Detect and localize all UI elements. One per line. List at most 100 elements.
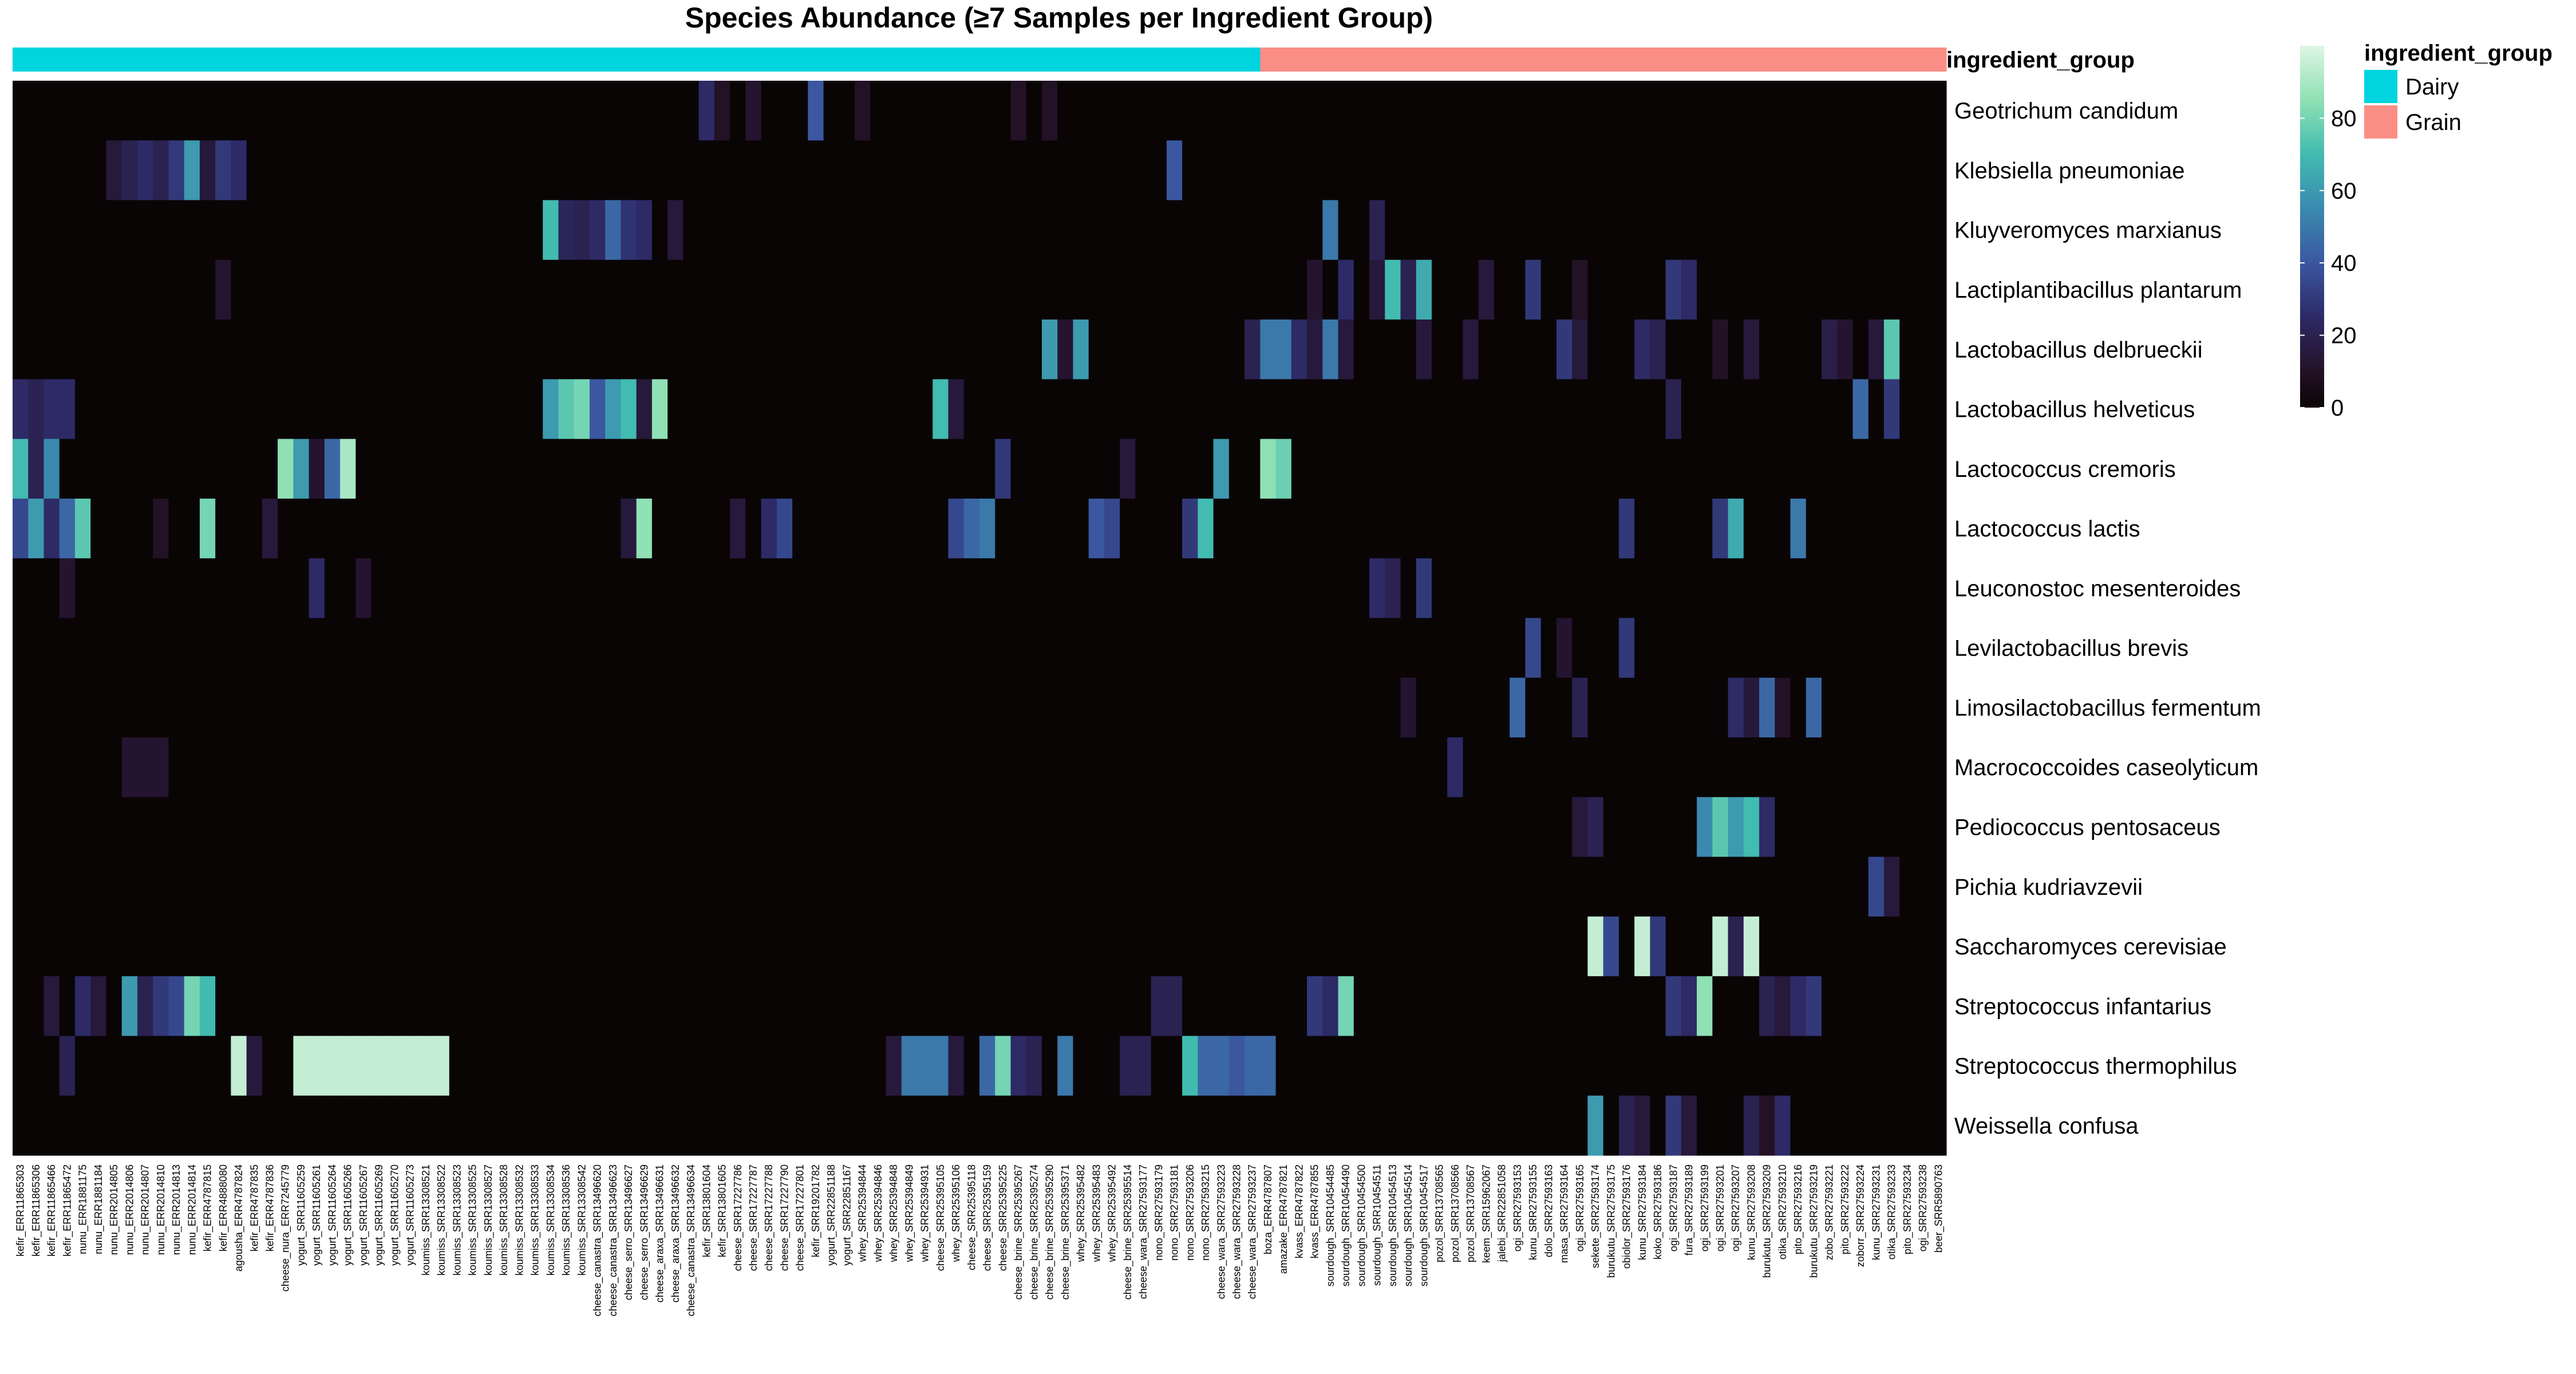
heatmap-cell [1228, 379, 1245, 440]
heatmap-cell [1275, 737, 1292, 797]
heatmap-cell [1775, 498, 1791, 559]
heatmap-cell [59, 319, 76, 380]
heatmap-cell [1743, 677, 1760, 738]
heatmap-cell [480, 1036, 497, 1096]
heatmap-cell [1432, 856, 1448, 917]
heatmap-cell [1151, 140, 1167, 201]
heatmap-cell [1307, 916, 1323, 977]
heatmap-cell [683, 439, 700, 499]
group-legend-swatch [2364, 70, 2397, 103]
annotation-cell [1182, 48, 1198, 72]
heatmap-cell [1852, 81, 1869, 141]
heatmap-cell [1041, 259, 1058, 320]
heatmap-cell [1151, 200, 1167, 260]
heatmap-cell [730, 81, 746, 141]
heatmap-cell [1899, 319, 1916, 380]
heatmap-cell [511, 1095, 528, 1156]
heatmap-cell [1618, 677, 1635, 738]
row-label: Lactobacillus helveticus [1954, 397, 2195, 423]
heatmap-cell [1665, 439, 1682, 499]
heatmap-cell [1432, 439, 1448, 499]
heatmap-cell [1463, 856, 1479, 917]
heatmap-cell [1198, 856, 1214, 917]
heatmap-cell [636, 558, 653, 619]
heatmap-cell [1665, 1095, 1682, 1156]
heatmap-cell [402, 319, 418, 380]
heatmap-cell [231, 81, 247, 141]
heatmap-cell [870, 259, 887, 320]
heatmap-cell [1307, 259, 1323, 320]
column-label: kvass_ERR4787822 [1293, 1164, 1305, 1258]
column-label: cheese_SRR25395159 [982, 1164, 994, 1271]
annotation-cell [1540, 48, 1557, 72]
heatmap-cell [963, 916, 980, 977]
heatmap-cell [886, 916, 902, 977]
heatmap-cell [1338, 379, 1354, 440]
heatmap-cell [246, 259, 263, 320]
heatmap-cell [730, 976, 746, 1037]
heatmap-cell [418, 618, 434, 678]
column-label: cheese_canastra_SRR13496623 [607, 1164, 619, 1316]
heatmap-cell [1151, 916, 1167, 977]
heatmap-cell [933, 81, 949, 141]
heatmap-cell [74, 200, 91, 260]
heatmap-cell [698, 439, 715, 499]
heatmap-cell [1837, 200, 1854, 260]
heatmap-cell [1603, 856, 1619, 917]
heatmap-cell [1198, 1036, 1214, 1096]
heatmap-cell [90, 797, 107, 858]
annotation-cell [121, 48, 138, 72]
heatmap-cell [917, 737, 933, 797]
heatmap-cell [1728, 856, 1744, 917]
heatmap-cell [153, 439, 169, 499]
column-label: amazake_ERR4787821 [1278, 1164, 1290, 1274]
heatmap-cell [293, 856, 310, 917]
group-legend-title: ingredient_group [2364, 41, 2553, 66]
heatmap-cell [309, 439, 325, 499]
heatmap-cell [979, 1095, 995, 1156]
heatmap-cell [106, 677, 123, 738]
heatmap-cell [231, 1036, 247, 1096]
heatmap-cell [355, 81, 372, 141]
heatmap-cell [1618, 498, 1635, 559]
heatmap-cell [1930, 319, 1947, 380]
heatmap-cell [839, 498, 855, 559]
heatmap-cell [1805, 916, 1822, 977]
heatmap-cell [527, 81, 543, 141]
heatmap-cell [1915, 140, 1931, 201]
heatmap-cell [1618, 976, 1635, 1037]
heatmap-cell [1822, 737, 1838, 797]
heatmap-cell [792, 319, 808, 380]
heatmap-cell [917, 1036, 933, 1096]
heatmap-cell [1291, 737, 1307, 797]
heatmap-cell [1728, 259, 1744, 320]
heatmap-cell [153, 1036, 169, 1096]
heatmap-cell [1447, 140, 1464, 201]
row-label: Limosilactobacillus fermentum [1954, 696, 2261, 721]
annotation-cell [667, 48, 684, 72]
heatmap-cell [433, 558, 450, 619]
column-label: ogi_SRR27593187 [1668, 1164, 1680, 1251]
heatmap-cell [1057, 498, 1074, 559]
heatmap-cell [1494, 200, 1510, 260]
heatmap-cell [933, 916, 949, 977]
heatmap-cell [886, 140, 902, 201]
heatmap-cell [1447, 856, 1464, 917]
heatmap-cell [1899, 1095, 1916, 1156]
heatmap-cell [106, 797, 123, 858]
heatmap-cell [1198, 140, 1214, 201]
heatmap-cell [1697, 498, 1713, 559]
heatmap-cell [1104, 976, 1120, 1037]
heatmap-cell [1572, 797, 1589, 858]
heatmap-cell [1587, 558, 1604, 619]
heatmap-cell [1244, 81, 1261, 141]
heatmap-cell [621, 558, 637, 619]
heatmap-cell [995, 81, 1012, 141]
annotation-cell [1556, 48, 1573, 72]
heatmap-cell [621, 856, 637, 917]
heatmap-cell [1540, 976, 1557, 1037]
heatmap-cell [386, 618, 403, 678]
heatmap-cell [324, 797, 341, 858]
heatmap-cell [1915, 1036, 1931, 1096]
heatmap-cell [839, 259, 855, 320]
